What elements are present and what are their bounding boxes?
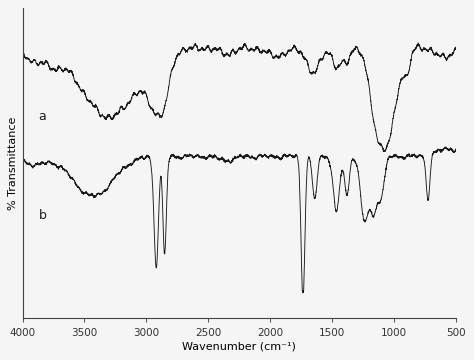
Text: b: b (38, 209, 46, 222)
Y-axis label: % Transmittance: % Transmittance (9, 117, 18, 210)
Text: a: a (38, 111, 46, 123)
X-axis label: Wavenumber (cm⁻¹): Wavenumber (cm⁻¹) (182, 342, 296, 352)
